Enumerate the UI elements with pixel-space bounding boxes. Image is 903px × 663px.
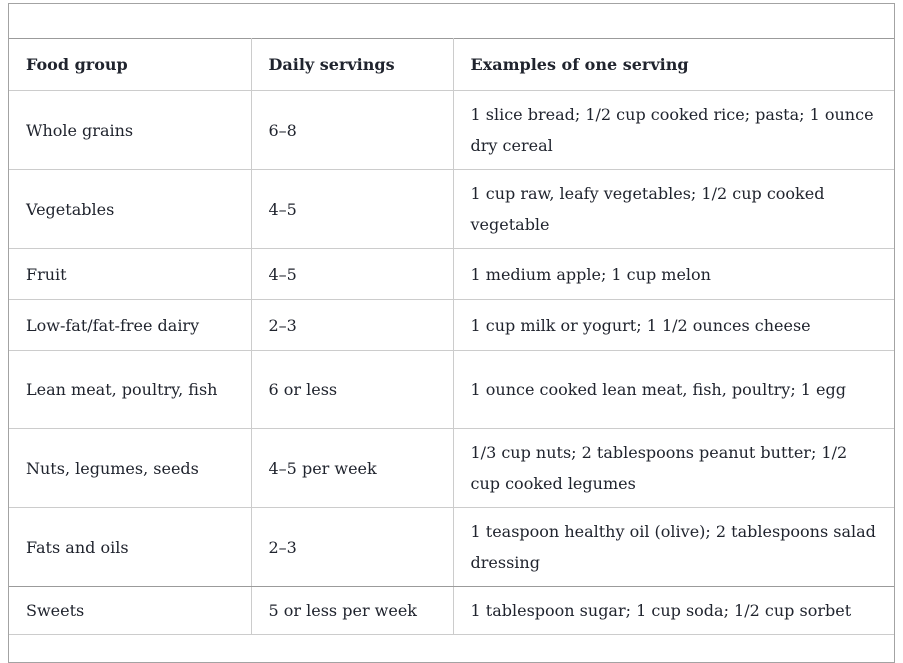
cell-examples: 1 cup raw, leafy vegetables; 1/2 cup coo… (452, 169, 894, 249)
cell-food-group: Lean meat, poultry, fish (9, 350, 252, 429)
table-header: Food group Daily servings Examples of on… (9, 38, 894, 91)
cell-daily-servings: 5 or less per week (250, 586, 454, 635)
table-row: Fruit 4–5 1 medium apple; 1 cup melon (9, 248, 894, 300)
food-servings-table: Food group Daily servings Examples of on… (9, 38, 894, 635)
column-header-food-group: Food group (9, 38, 252, 91)
cell-food-group: Fats and oils (9, 507, 252, 587)
table-row: Vegetables 4–5 1 cup raw, leafy vegetabl… (9, 169, 894, 249)
table-row: Sweets 5 or less per week 1 tablespoon s… (9, 586, 894, 635)
table-row: Fats and oils 2–3 1 teaspoon healthy oil… (9, 507, 894, 587)
cell-daily-servings: 4–5 (250, 169, 454, 249)
cell-examples: 1 cup milk or yogurt; 1 1/2 ounces chees… (452, 299, 894, 351)
header-row: Food group Daily servings Examples of on… (9, 38, 894, 91)
cell-examples: 1 ounce cooked lean meat, fish, poultry;… (452, 350, 894, 429)
cell-daily-servings: 4–5 (250, 248, 454, 300)
cell-food-group: Sweets (9, 586, 252, 635)
cell-food-group: Vegetables (9, 169, 252, 249)
cell-daily-servings: 2–3 (250, 299, 454, 351)
cell-examples: 1 medium apple; 1 cup melon (452, 248, 894, 300)
cell-examples: 1/3 cup nuts; 2 tablespoons peanut butte… (452, 428, 894, 508)
cell-food-group: Whole grains (9, 90, 252, 170)
cell-food-group: Nuts, legumes, seeds (9, 428, 252, 508)
table-container: Food group Daily servings Examples of on… (8, 3, 895, 663)
column-header-examples: Examples of one serving (452, 38, 894, 91)
table-row: Nuts, legumes, seeds 4–5 per week 1/3 cu… (9, 428, 894, 508)
cell-daily-servings: 6 or less (250, 350, 454, 429)
cell-examples: 1 teaspoon healthy oil (olive); 2 tables… (452, 507, 894, 587)
column-header-daily-servings: Daily servings (250, 38, 454, 91)
table-row: Lean meat, poultry, fish 6 or less 1 oun… (9, 350, 894, 429)
cell-examples: 1 tablespoon sugar; 1 cup soda; 1/2 cup … (452, 586, 894, 635)
cell-examples: 1 slice bread; 1/2 cup cooked rice; past… (452, 90, 894, 170)
table-body: Whole grains 6–8 1 slice bread; 1/2 cup … (9, 90, 894, 635)
cell-food-group: Fruit (9, 248, 252, 300)
table-row: Whole grains 6–8 1 slice bread; 1/2 cup … (9, 90, 894, 170)
cell-daily-servings: 6–8 (250, 90, 454, 170)
table-row: Low-fat/fat-free dairy 2–3 1 cup milk or… (9, 299, 894, 351)
cell-daily-servings: 4–5 per week (250, 428, 454, 508)
cell-food-group: Low-fat/fat-free dairy (9, 299, 252, 351)
cell-daily-servings: 2–3 (250, 507, 454, 587)
